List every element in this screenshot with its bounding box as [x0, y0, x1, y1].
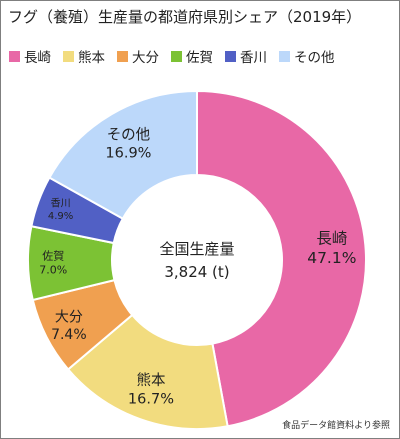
- slice-other: [48, 89, 198, 220]
- legend-swatch-saga: [171, 50, 182, 62]
- legend-swatch-other: [279, 50, 290, 62]
- slice-value-nagasaki: 47.1%: [307, 249, 356, 267]
- legend-item-kagawa: 香川: [225, 46, 267, 66]
- legend-label-nagasaki: 長崎: [24, 50, 51, 66]
- legend-label-other: その他: [294, 50, 335, 66]
- source-note: 食品データ館資料より参照: [282, 421, 390, 431]
- slice-labels: 長崎 47.1% 熊本 16.7% 大分 7.4% 佐賀 7.0% 香川 4.9% その他 16.9%: [39, 126, 356, 407]
- slice-label-kagawa: 香川 4.9%: [48, 198, 73, 223]
- legend: 長崎 熊本 大分 佐賀 香川 その他: [9, 46, 400, 66]
- legend-label-oita: 大分: [132, 50, 159, 66]
- legend-swatch-kagawa: [225, 50, 236, 62]
- slice-label-oita: 大分 7.4%: [51, 309, 87, 343]
- legend-swatch-oita: [117, 50, 128, 62]
- legend-swatch-nagasaki: [9, 50, 20, 62]
- chart-title: フグ（養殖）生産量の都道府県別シェア（2019年）: [8, 8, 362, 26]
- center-value: 3,824 (t): [164, 263, 229, 281]
- slice-value-kumamoto: 16.7%: [128, 391, 174, 407]
- legend-label-saga: 佐賀: [186, 50, 213, 66]
- slice-name-kagawa: 香川: [51, 198, 71, 210]
- slice-label-saga: 佐賀 7.0%: [39, 249, 67, 277]
- slice-value-oita: 7.4%: [51, 327, 87, 343]
- legend-swatch-kumamoto: [63, 50, 74, 62]
- donut-slices: [27, 89, 367, 430]
- legend-label-kumamoto: 熊本: [78, 50, 105, 66]
- slice-label-other: その他 16.9%: [105, 126, 151, 161]
- slice-name-nagasaki: 長崎: [316, 229, 347, 247]
- slice-nagasaki: [196, 89, 367, 428]
- slice-value-saga: 7.0%: [39, 263, 67, 276]
- slice-label-kumamoto: 熊本 16.7%: [128, 372, 174, 407]
- legend-item-oita: 大分: [117, 46, 159, 66]
- legend-item-other: その他: [279, 46, 335, 66]
- slice-name-other: その他: [107, 126, 151, 143]
- slice-name-saga: 佐賀: [42, 249, 64, 263]
- legend-label-kagawa: 香川: [240, 50, 267, 66]
- slice-name-oita: 大分: [55, 309, 83, 325]
- slice-value-other: 16.9%: [105, 145, 151, 161]
- slice-label-nagasaki: 長崎 47.1%: [307, 229, 356, 266]
- legend-item-saga: 佐賀: [171, 46, 213, 66]
- legend-item-kumamoto: 熊本: [63, 46, 105, 66]
- slice-kumamoto: [66, 313, 229, 430]
- slice-value-kagawa: 4.9%: [48, 211, 73, 222]
- center-label: 全国生産量: [159, 240, 234, 258]
- slice-name-kumamoto: 熊本: [136, 372, 165, 389]
- legend-item-nagasaki: 長崎: [9, 46, 51, 66]
